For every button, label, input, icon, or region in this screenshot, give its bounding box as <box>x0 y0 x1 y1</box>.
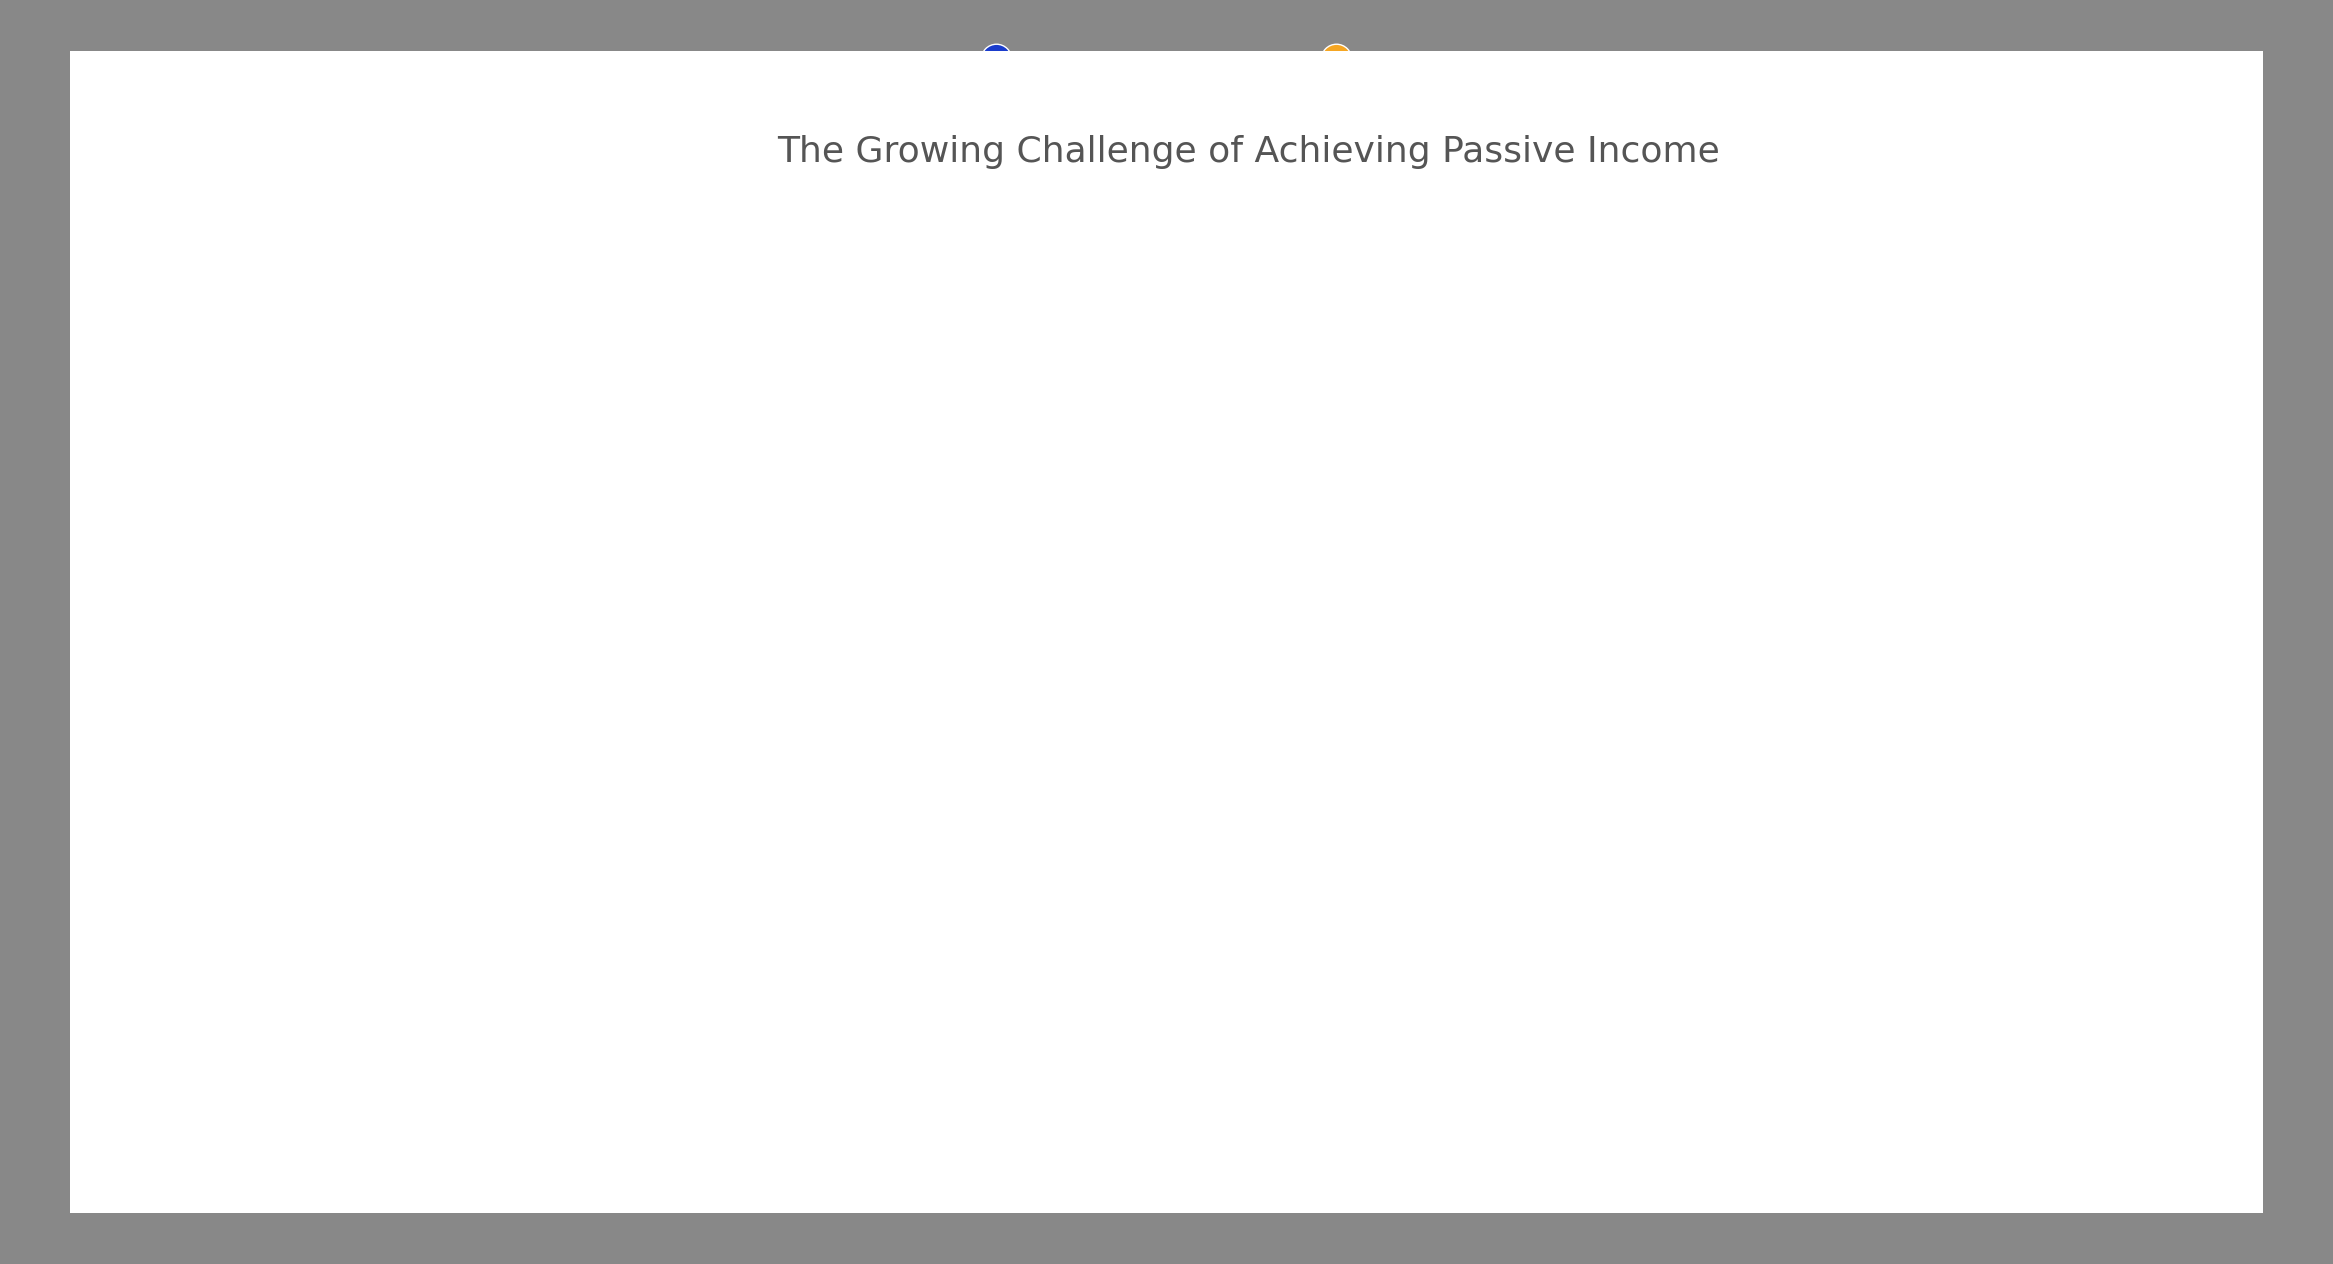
Investment Capital <box>1572 1096 1600 1111</box>
Investment Capital <box>315 1102 343 1117</box>
Target Equity <box>1185 651 1213 666</box>
Investment Capital <box>1670 1095 1698 1110</box>
Target Equity <box>1960 410 1988 425</box>
Target Equity <box>896 719 924 734</box>
Investment Capital <box>1379 1097 1407 1112</box>
Target Equity <box>509 794 537 809</box>
Investment Capital <box>1090 1100 1118 1115</box>
Investment Capital <box>2058 1088 2086 1103</box>
Investment Capital <box>1477 1097 1505 1112</box>
Target Equity <box>411 809 439 824</box>
Target Equity <box>992 698 1020 713</box>
Target Equity <box>315 825 343 841</box>
Target Equity <box>1766 480 1794 495</box>
Line: Investment Capital: Investment Capital <box>322 1088 2174 1116</box>
Target Equity <box>1572 544 1600 559</box>
Legend: Investment Capital, Target Equity: Investment Capital, Target Equity <box>966 42 1530 80</box>
Investment Capital <box>1185 1098 1213 1114</box>
Investment Capital <box>992 1100 1020 1115</box>
Target Equity <box>702 758 730 774</box>
Investment Capital <box>509 1102 537 1117</box>
Target Equity <box>1090 675 1118 690</box>
Investment Capital <box>1283 1098 1311 1114</box>
Line: Target Equity: Target Equity <box>322 332 2174 838</box>
Target Equity <box>2058 372 2086 387</box>
Target Equity <box>1477 573 1505 588</box>
Target Equity <box>2153 331 2181 346</box>
Target Equity <box>1379 600 1407 616</box>
Text: The Growing Challenge of Achieving Passive Income: The Growing Challenge of Achieving Passi… <box>777 135 1719 168</box>
Investment Capital <box>411 1102 439 1117</box>
Target Equity <box>1670 512 1698 527</box>
Target Equity <box>1283 627 1311 642</box>
Investment Capital <box>604 1102 632 1117</box>
Target Equity <box>1864 445 1892 460</box>
Investment Capital <box>1960 1091 1988 1106</box>
Investment Capital <box>2153 1087 2181 1102</box>
Investment Capital <box>1864 1092 1892 1107</box>
Target Equity <box>798 739 826 755</box>
X-axis label: YEAR: YEAR <box>1222 1146 1274 1164</box>
Investment Capital <box>702 1101 730 1116</box>
Target Equity <box>604 776 632 791</box>
Investment Capital <box>896 1101 924 1116</box>
Investment Capital <box>1766 1093 1794 1109</box>
Investment Capital <box>798 1101 826 1116</box>
